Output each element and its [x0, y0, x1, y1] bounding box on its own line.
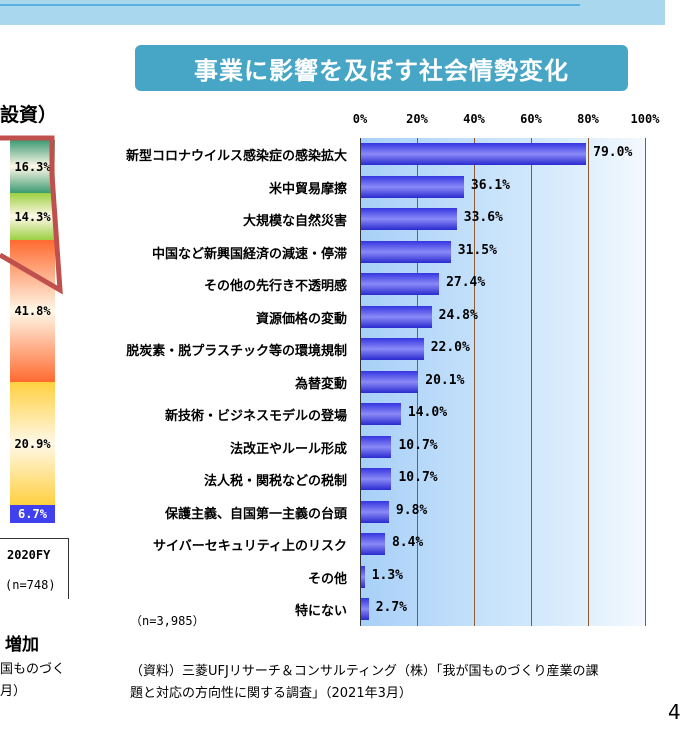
- value-label: 10.7%: [398, 437, 438, 453]
- gridline: [588, 138, 589, 626]
- x-tick-label: 80%: [577, 112, 599, 126]
- value-label: 20.1%: [425, 372, 465, 388]
- page-number: 4: [668, 700, 681, 724]
- bar: [361, 533, 385, 555]
- gridline: [474, 138, 475, 626]
- left-heading: 設資）: [0, 104, 58, 126]
- left-caption: 増加: [5, 635, 39, 655]
- value-label: 14.0%: [407, 405, 448, 420]
- bar: [361, 403, 401, 425]
- slide-title: 事業に影響を及ぼす社会情勢変化: [135, 45, 628, 91]
- category-label: その他の先行き不透明感: [203, 279, 347, 294]
- bar: [361, 500, 389, 523]
- value-label: 27.4%: [446, 275, 486, 290]
- category-label: 中国など新興国経済の減速・停滞: [151, 246, 347, 262]
- value-label: 1.3%: [371, 567, 404, 583]
- header-line: [0, 4, 580, 6]
- x-tick-label: 20%: [406, 112, 428, 126]
- source-line-2: 題と対応の方向性に関する調査」（2021年3月）: [130, 686, 412, 701]
- value-label: 22.0%: [430, 340, 470, 355]
- stacked-segment: 16.3%: [10, 140, 55, 193]
- value-label: 79.0%: [593, 145, 633, 160]
- category-label: その他: [307, 571, 347, 587]
- category-label: 特にない: [294, 604, 347, 619]
- category-label: 新技術・ビジネスモデルの登場: [164, 409, 347, 424]
- category-label: 米中貿易摩擦: [268, 181, 347, 197]
- stacked-segment: 20.9%: [10, 382, 55, 505]
- category-label: 新型コロナウイルス感染症の感染拡大: [125, 149, 347, 164]
- value-label: 2.7%: [375, 600, 407, 615]
- bar: [361, 305, 432, 328]
- value-label: 8.4%: [391, 535, 424, 550]
- year-label: 2020FY: [7, 548, 51, 562]
- value-label: 31.5%: [457, 242, 497, 258]
- source-line-1: （資料）三菱UFJリサーチ＆コンサルティング（株）「我が国ものづくり産業の課: [130, 664, 599, 679]
- left-axis-box: [0, 538, 69, 599]
- n-label: （n=3,985）: [130, 614, 205, 628]
- gridline: [645, 138, 646, 626]
- left-source-2: 月）: [0, 684, 27, 699]
- stacked-segment: 14.3%: [10, 193, 55, 240]
- x-tick-label: 60%: [520, 112, 542, 126]
- category-label: 保護主義、自国第一主義の台頭: [164, 506, 347, 522]
- bar: [361, 435, 392, 458]
- value-label: 24.8%: [438, 307, 478, 323]
- gridline: [531, 138, 532, 626]
- value-label: 10.7%: [398, 470, 438, 485]
- bar: [361, 143, 587, 165]
- category-label: 大規模な自然災害: [242, 214, 347, 229]
- category-label: 法人税・関税などの税制: [203, 474, 347, 489]
- category-label: 法改正やルール形成: [229, 441, 347, 457]
- value-label: 36.1%: [470, 177, 511, 193]
- category-label: 為替変動: [294, 376, 347, 392]
- bar: [361, 240, 451, 263]
- x-tick-label: 0%: [352, 112, 368, 126]
- bar: [361, 468, 392, 490]
- bar: [361, 370, 419, 393]
- bar: [361, 598, 369, 620]
- value-label: 33.6%: [463, 210, 503, 225]
- red-arrow: [0, 135, 63, 295]
- stacked-segment: 6.7%: [10, 505, 55, 523]
- n-label-left: (n=748): [5, 578, 56, 592]
- category-label: 資源価格の変動: [255, 311, 347, 327]
- bar: [361, 565, 365, 588]
- x-tick-label: 40%: [463, 112, 485, 126]
- bar: [361, 338, 424, 360]
- category-label: サイバーセキュリティ上のリスク: [153, 539, 347, 554]
- category-label: 脱炭素・脱プラスチック等の環境規制: [126, 344, 347, 359]
- bar: [361, 175, 464, 198]
- left-source-1: 国ものづく: [0, 662, 66, 677]
- x-tick-label: 100%: [630, 112, 660, 126]
- bar: [361, 208, 457, 230]
- bar: [361, 273, 440, 295]
- value-label: 9.8%: [395, 502, 428, 518]
